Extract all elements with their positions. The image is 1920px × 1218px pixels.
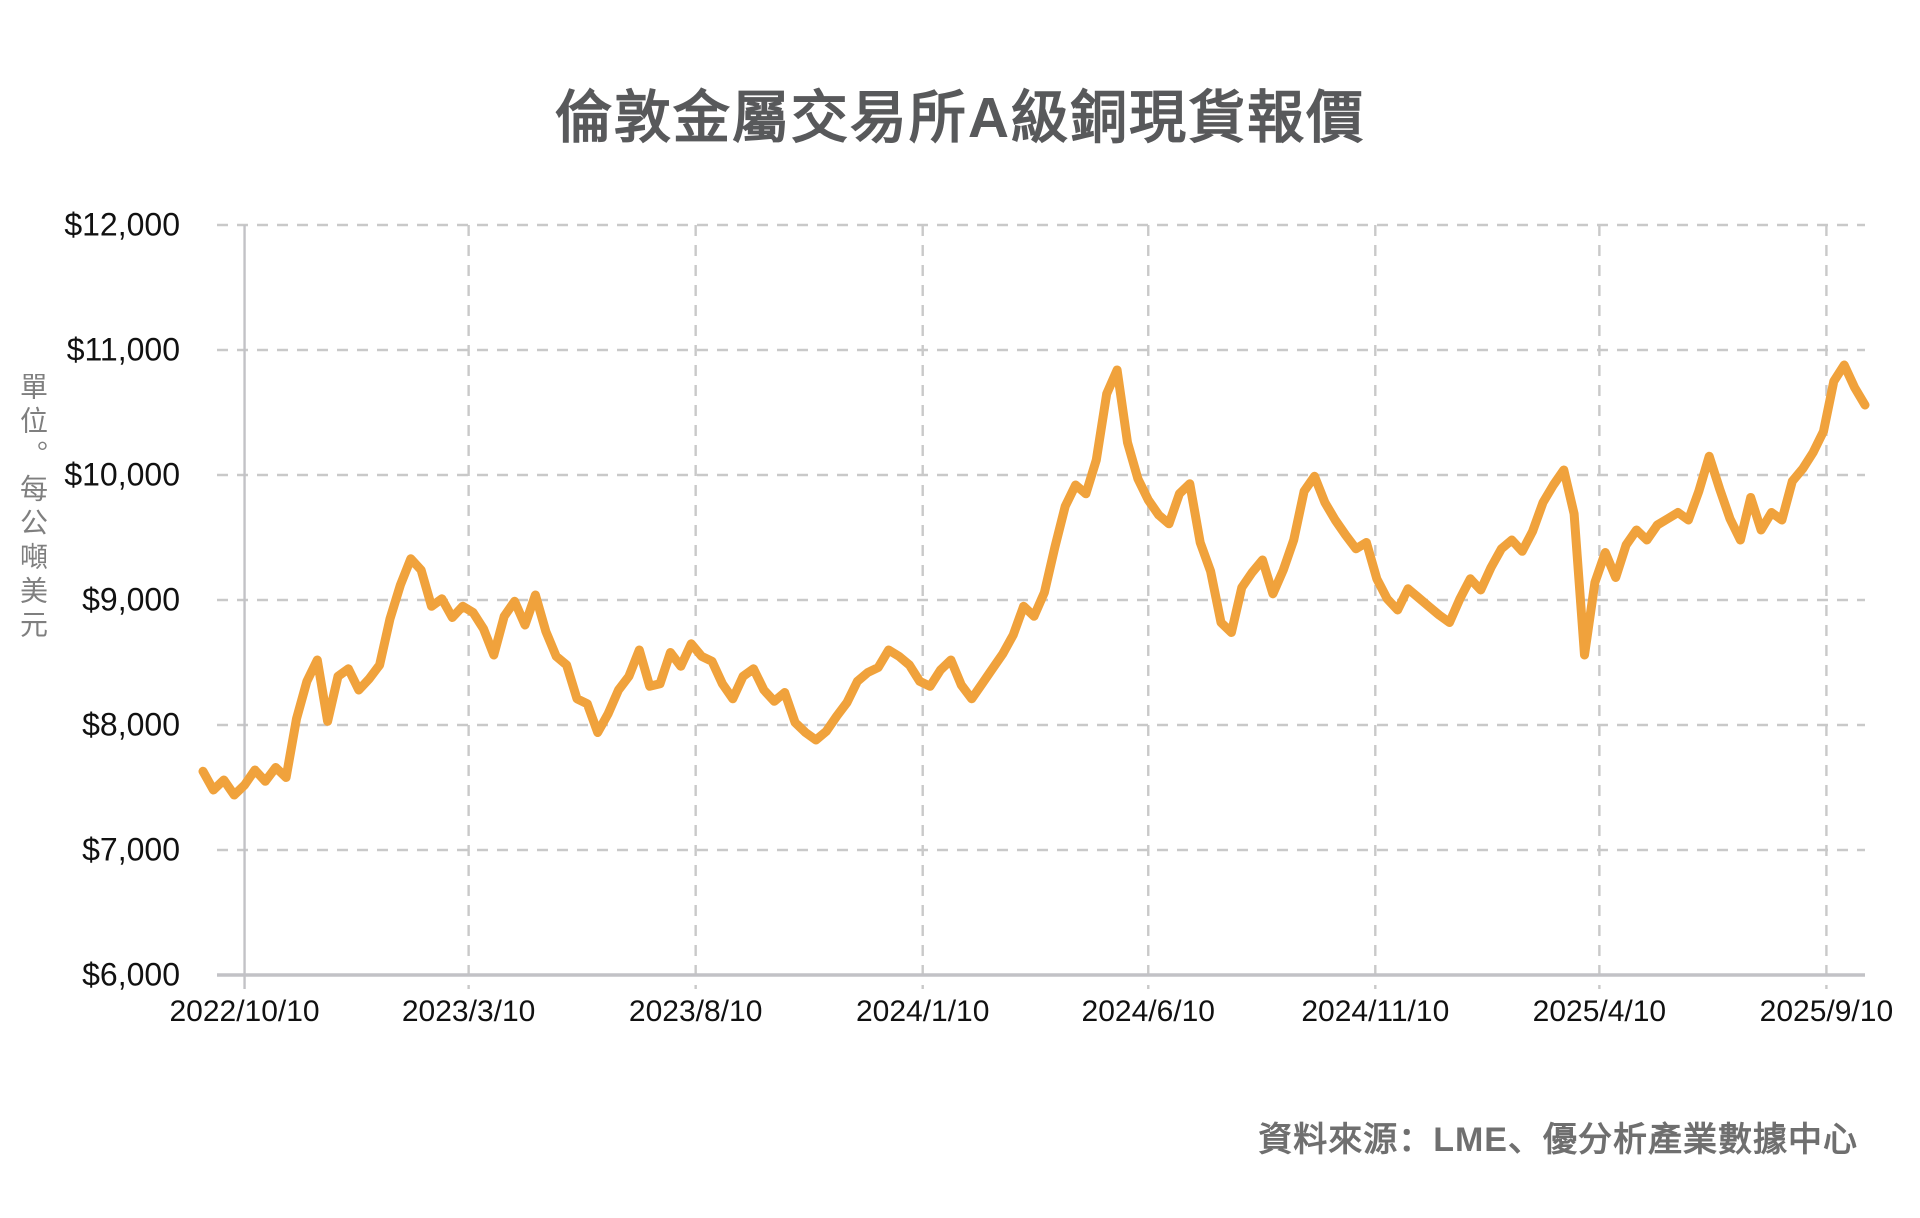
x-tick-label: 2023/3/10 xyxy=(401,995,536,1028)
source-note: 資料來源：LME、優分析產業數據中心 xyxy=(1258,1121,1858,1159)
copper-price-line xyxy=(198,360,1870,800)
x-tick-label: 2024/11/10 xyxy=(1301,995,1450,1028)
y-tick-label: $9,000 xyxy=(82,581,180,618)
y-tick-label: $8,000 xyxy=(82,706,180,743)
x-tick-label: 2023/8/10 xyxy=(628,995,763,1028)
x-tick-label: 2025/9/10 xyxy=(1759,995,1894,1028)
x-tick-label: 2022/10/10 xyxy=(169,995,320,1028)
x-tick-label: 2025/4/10 xyxy=(1532,995,1667,1028)
chart-title: 倫敦金屬交易所A級銅現貨報價 xyxy=(554,86,1366,150)
y-tick-label: $10,000 xyxy=(64,456,180,493)
y-axis-unit-label: 單位。每公噸美元 xyxy=(17,372,48,644)
y-tick-label: $12,000 xyxy=(64,206,180,243)
y-tick-label: $11,000 xyxy=(66,331,180,368)
y-tick-label: $7,000 xyxy=(82,831,180,868)
price-line-group xyxy=(198,360,1870,800)
y-tick-label: $6,000 xyxy=(82,956,180,993)
x-tick-label: 2024/1/10 xyxy=(855,995,990,1028)
gridlines xyxy=(217,223,1865,989)
x-tick-label: 2024/6/10 xyxy=(1081,995,1215,1028)
